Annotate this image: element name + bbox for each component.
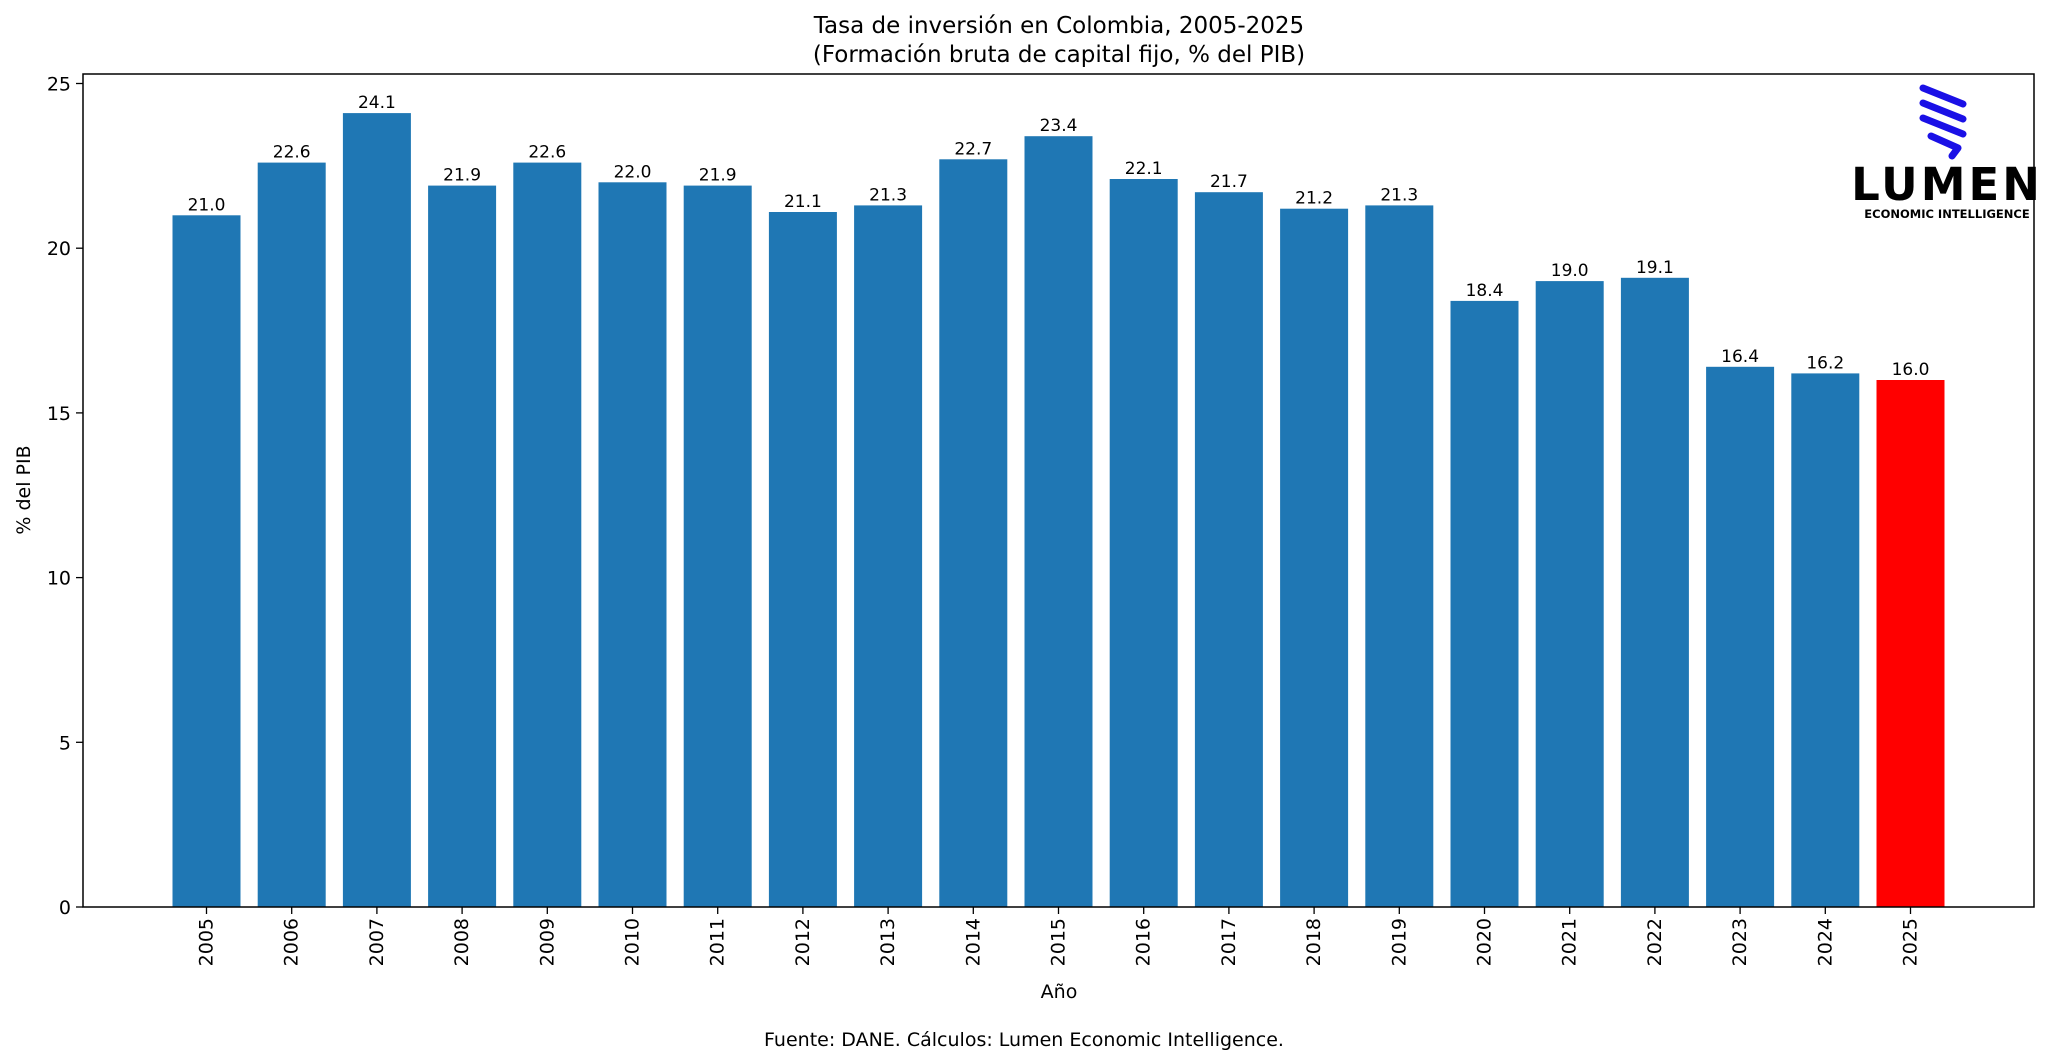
x-tick-label: 2008 [451,918,473,966]
x-tick-label: 2020 [1474,918,1496,966]
bar-value-label: 16.4 [1721,347,1759,367]
x-tick-label: 2006 [281,918,303,966]
bar-2009 [513,162,582,908]
bar-2020 [1450,300,1519,907]
x-axis-label: Año [1041,981,1078,1003]
x-tick-label: 2012 [792,918,814,966]
y-tick-label: 15 [47,403,71,425]
x-tick-label: 2017 [1218,918,1240,966]
bar-value-label: 16.2 [1806,353,1844,373]
x-axis: 2005 2006 2007 2008 2009 2010 2011 2012 2013 2014… [196,907,1922,966]
lumen-wordmark: LUMEN [1851,158,2043,211]
bar-value-label: 19.0 [1551,261,1589,281]
x-tick-label: 2011 [707,918,729,966]
y-tick-label: 10 [47,568,71,590]
bar-2012 [768,212,837,907]
x-tick-label: 2016 [1133,918,1155,966]
bar-value-label: 16.0 [1892,360,1930,380]
bar-labels-group: 21.0 22.6 24.1 21.9 22.6 22.0 21.9 21.1 21.3 22.7… [188,93,1930,380]
bar-2021 [1535,281,1604,908]
x-tick-label: 2022 [1644,918,1666,966]
bar-value-label: 19.1 [1636,258,1674,278]
bar-value-label: 22.1 [1125,159,1163,179]
x-tick-label: 2010 [622,918,644,966]
bar-value-label: 24.1 [358,93,396,113]
bar-2014 [939,159,1008,908]
x-tick-label: 2015 [1048,918,1070,966]
bar-2013 [854,205,923,907]
y-tick-label: 20 [47,238,71,260]
lumen-spring-icon [1919,84,1967,160]
bar-value-label: 21.9 [699,166,737,186]
bar-value-label: 21.3 [1380,185,1418,205]
bar-value-label: 22.6 [273,143,311,163]
y-tick-label: 25 [47,74,71,96]
bar-2005 [172,215,241,908]
bar-value-label: 22.6 [528,143,566,163]
bar-2022 [1620,277,1689,907]
bar-value-label: 21.3 [869,185,907,205]
x-tick-label: 2025 [1900,918,1922,966]
chart-title: Tasa de inversión en Colombia, 2005-2025 [813,13,1304,39]
bar-2018 [1280,208,1349,907]
x-tick-label: 2018 [1303,918,1325,966]
bar-2008 [428,185,497,908]
bar-value-label: 21.9 [443,166,481,186]
bar-2016 [1109,179,1178,907]
y-tick-label: 0 [59,897,71,919]
lumen-logo: LUMEN ECONOMIC INTELLIGENCE [1851,84,2043,221]
bar-value-label: 21.7 [1210,172,1248,192]
x-tick-label: 2023 [1729,918,1751,966]
bar-2015 [1024,136,1093,907]
bar-value-label: 22.0 [614,162,652,182]
chart-subtitle: (Formación bruta de capital fijo, % del … [813,42,1305,68]
bar-2024 [1791,373,1860,907]
y-tick-label: 5 [59,732,71,754]
x-tick-label: 2014 [962,918,984,966]
bar-2025 [1876,380,1945,907]
x-tick-label: 2009 [536,918,558,966]
x-tick-label: 2005 [196,918,218,966]
bar-2007 [342,113,411,908]
bar-value-label: 23.4 [1040,116,1078,136]
bar-value-label: 22.7 [954,139,992,159]
bar-2010 [598,182,667,908]
x-tick-label: 2021 [1559,918,1581,966]
bar-2017 [1194,192,1263,907]
bar-2011 [683,185,752,908]
y-axis-label: % del PIB [13,445,35,534]
bar-value-label: 21.0 [188,195,226,215]
lumen-tagline: ECONOMIC INTELLIGENCE [1864,207,2030,221]
bars-group [172,113,1945,908]
x-tick-label: 2024 [1814,918,1836,966]
x-tick-label: 2007 [366,918,388,966]
x-tick-label: 2019 [1388,918,1410,966]
source-note: Fuente: DANE. Cálculos: Lumen Economic I… [764,1029,1284,1051]
bar-value-label: 21.2 [1295,189,1333,209]
y-axis: 0 5 10 15 20 25 [47,74,83,919]
x-tick-label: 2013 [877,918,899,966]
bar-value-label: 21.1 [784,192,822,212]
bar-2019 [1365,205,1434,907]
bar-value-label: 18.4 [1466,281,1504,301]
bar-2006 [257,162,326,908]
plot-frame [82,73,2035,908]
bar-2023 [1706,366,1775,907]
